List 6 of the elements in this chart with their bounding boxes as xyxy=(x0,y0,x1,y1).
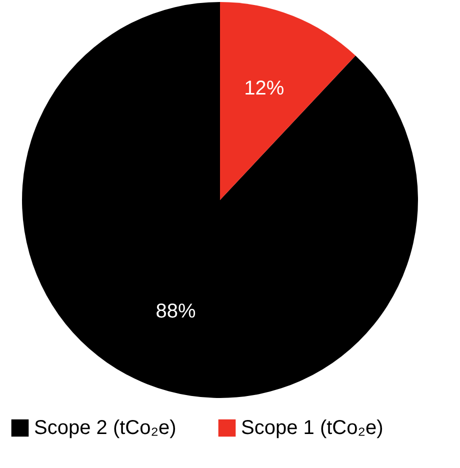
legend-label: Scope 2 (tCo₂e) xyxy=(34,417,176,439)
data-label: 12% xyxy=(244,77,284,100)
legend-label: Scope 1 (tCo₂e) xyxy=(241,417,384,439)
pie-slice xyxy=(22,2,418,398)
pie-slice xyxy=(220,2,356,200)
data-label: 88% xyxy=(156,300,196,323)
